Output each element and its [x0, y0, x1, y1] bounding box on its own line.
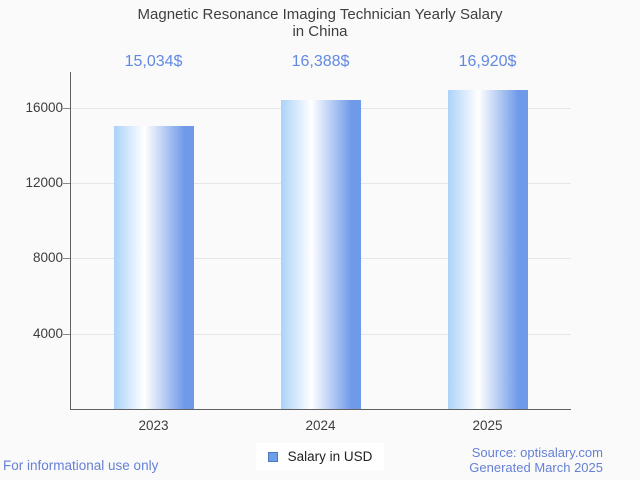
- bar: [113, 125, 194, 409]
- chart-title-line2: in China: [292, 22, 348, 40]
- y-axis-label: 16000: [25, 99, 63, 115]
- legend-label: Salary in USD: [287, 449, 373, 464]
- bar-value-label: 16,388$: [291, 53, 350, 70]
- y-axis-line: [70, 72, 71, 410]
- y-axis-label: 8000: [32, 250, 63, 266]
- y-axis-tick: [63, 183, 70, 185]
- plot-area: 4000 8000 12000 16000 15,034$ 2023 16,388$ 2024…: [25, 54, 571, 433]
- x-axis-label: 2024: [305, 418, 336, 433]
- x-axis-label: 2023: [138, 418, 169, 433]
- generated-line: Generated March 2025: [469, 460, 603, 475]
- y-axis-label: 12000: [25, 175, 63, 191]
- disclaimer-note: For informational use only: [3, 458, 159, 473]
- source-note: Source: optisalary.com Generated March 2…: [469, 445, 603, 475]
- y-axis-tick: [63, 107, 70, 109]
- bar-value-label: 15,034$: [124, 53, 183, 70]
- y-axis-label: 4000: [32, 325, 63, 341]
- legend: Salary in USD: [0, 443, 640, 470]
- legend-swatch-icon: [267, 451, 278, 462]
- legend-box: Salary in USD: [255, 443, 385, 470]
- x-axis-label: 2025: [472, 418, 503, 433]
- y-axis-tick: [63, 333, 70, 335]
- bar: [280, 100, 361, 409]
- bar-value-label: 16,920$: [458, 53, 517, 70]
- chart-title-line1: Magnetic Resonance Imaging Technician Ye…: [137, 6, 503, 23]
- chart-title: Magnetic Resonance Imaging Technician Ye…: [0, 6, 640, 40]
- bar: [447, 90, 528, 409]
- source-line: Source: optisalary.com: [471, 445, 603, 460]
- x-axis-line: [70, 409, 571, 410]
- y-axis-tick: [63, 258, 70, 260]
